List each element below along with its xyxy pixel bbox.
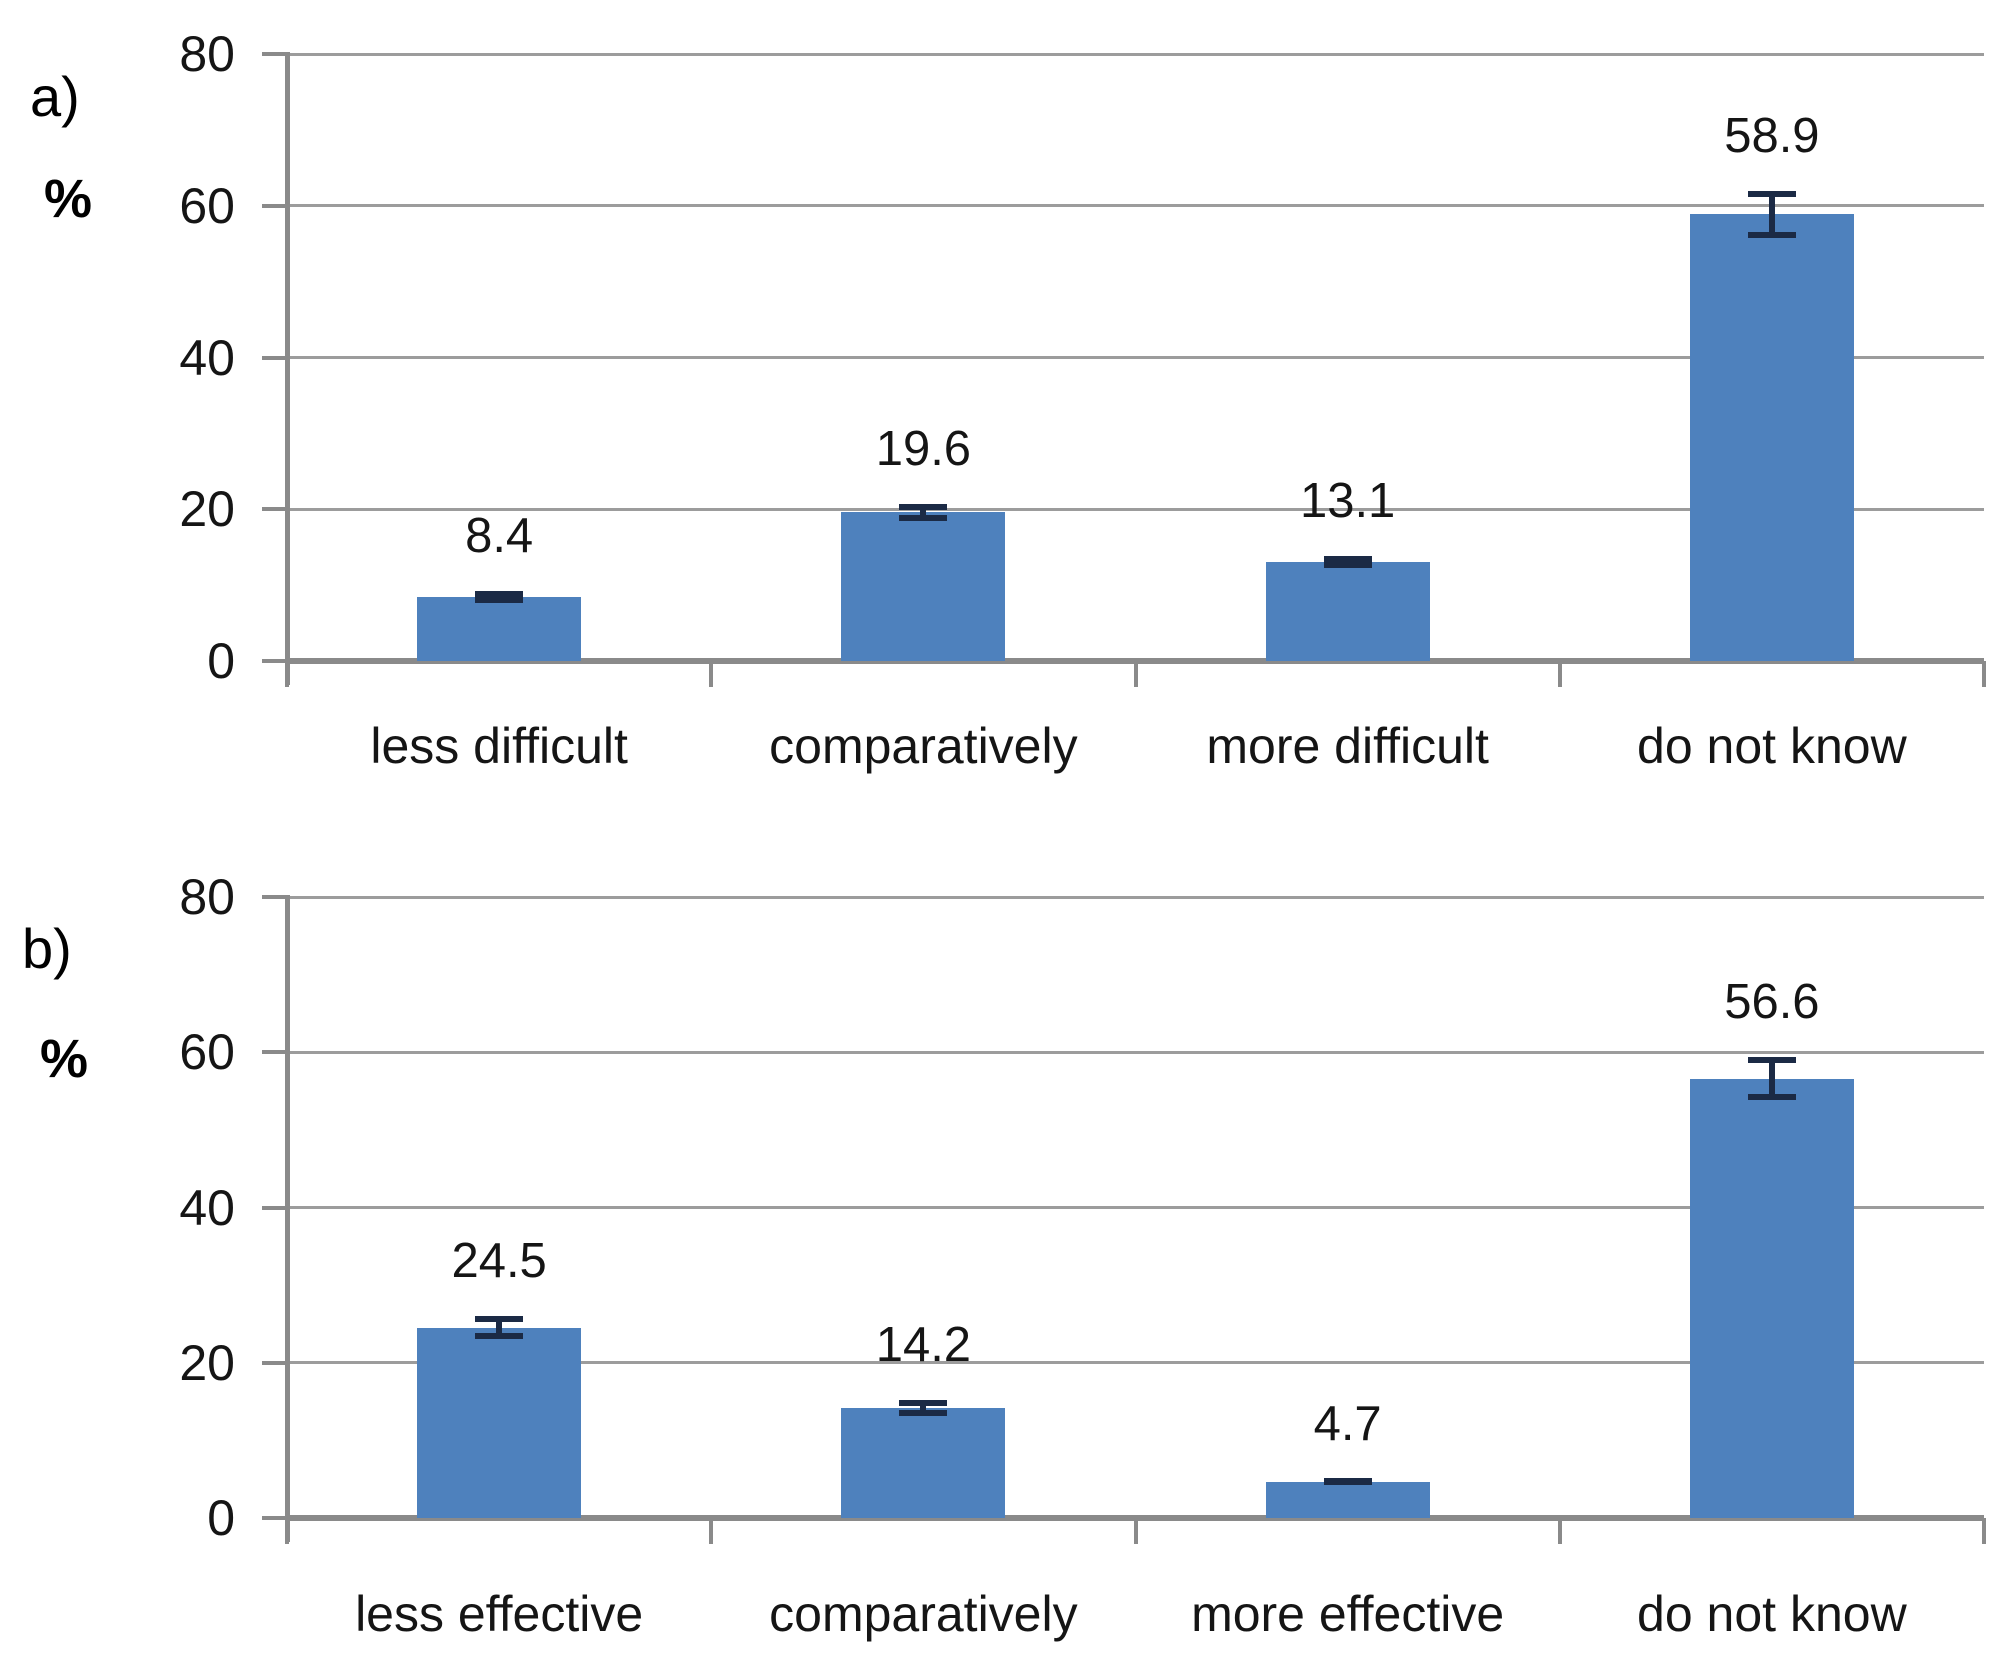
x-axis-tick	[285, 661, 289, 687]
y-tick-label: 0	[207, 1490, 235, 1546]
y-axis-tick	[262, 895, 287, 899]
error-bar-cap-bottom	[475, 1333, 524, 1340]
y-axis-tick	[262, 355, 287, 360]
category-label: comparatively	[769, 718, 1078, 774]
panel-b-label: b)	[22, 917, 72, 980]
error-bar-cap-top	[899, 1400, 948, 1406]
x-axis-tick	[709, 661, 714, 687]
gridline-60	[287, 204, 1984, 208]
y-tick-label: 40	[179, 1179, 235, 1236]
x-axis-tick	[1557, 1518, 1562, 1544]
error-bar-stem	[496, 1316, 503, 1340]
error-bar-stem	[920, 503, 927, 521]
y-axis-tick	[262, 52, 287, 56]
category-label: less difficult	[370, 718, 628, 774]
category-label: more effective	[1191, 1586, 1505, 1642]
x-axis-tick	[285, 1518, 289, 1544]
gridline-80	[287, 52, 1984, 56]
bar	[1265, 561, 1430, 661]
x-axis-tick	[1982, 661, 1986, 687]
error-bar-cap-bottom	[899, 514, 948, 521]
bar	[841, 1407, 1006, 1518]
bar-value-label: 4.7	[1313, 1397, 1382, 1452]
error-bar-cap-bottom	[1747, 231, 1796, 238]
error-bar-cap-bottom	[899, 1409, 948, 1416]
y-tick-label: 20	[179, 481, 235, 538]
x-axis-tick	[1557, 661, 1562, 687]
bar-value-label: 24.5	[451, 1234, 547, 1289]
error-bar-cap-top	[1747, 1056, 1796, 1063]
x-axis-tick	[1133, 661, 1138, 687]
bar	[841, 512, 1006, 661]
y-axis-tick	[262, 507, 287, 512]
x-axis-tick	[1133, 1518, 1138, 1544]
bar	[417, 1327, 582, 1518]
panel-a-y-axis-unit: %	[44, 169, 93, 229]
y-tick-label: 20	[179, 1334, 235, 1391]
error-bar-cap-bottom	[475, 597, 524, 604]
x-axis-tick	[709, 1518, 714, 1544]
y-axis-tick	[262, 1360, 287, 1365]
y-axis-tick	[262, 659, 287, 663]
gridline-20	[287, 507, 1984, 511]
panel-b-y-axis-unit: %	[40, 1029, 89, 1089]
error-bar-cap-bottom	[1323, 1477, 1372, 1484]
panel-a-label: a)	[30, 65, 80, 128]
x-axis-tick	[1982, 1518, 1986, 1544]
gridline-40	[287, 356, 1984, 359]
y-axis-line	[285, 895, 290, 1542]
bar	[1689, 214, 1854, 661]
category-label: do not know	[1637, 718, 1907, 774]
bar-value-label: 14.2	[875, 1318, 972, 1372]
error-bar-cap-top	[1323, 555, 1372, 562]
error-bar-cap-top	[475, 1316, 524, 1323]
bar-value-label: 19.6	[875, 421, 972, 476]
error-bar-stem	[496, 591, 503, 604]
error-bar-stem	[1344, 555, 1351, 568]
bar-value-label: 58.9	[1724, 108, 1820, 163]
error-bar-stem	[920, 1400, 927, 1416]
bar	[1265, 1481, 1430, 1518]
y-tick-label: 80	[179, 869, 235, 925]
bar-value-label: 8.4	[465, 509, 534, 564]
bar-value-label: 56.6	[1724, 974, 1820, 1029]
error-bar-cap-top	[899, 503, 948, 510]
error-bar-cap-bottom	[1323, 561, 1372, 568]
bar	[1689, 1078, 1854, 1518]
y-tick-label: 60	[179, 1024, 235, 1081]
bar	[417, 597, 582, 661]
error-bar-cap-top	[1747, 190, 1796, 197]
category-label: less effective	[355, 1586, 644, 1642]
error-bar-cap-top	[475, 591, 524, 598]
y-tick-label: 80	[179, 26, 235, 82]
error-bar-stem	[1768, 190, 1775, 238]
y-tick-label: 40	[179, 329, 235, 386]
category-label: more difficult	[1206, 718, 1489, 774]
gridline-60	[287, 1050, 1984, 1054]
error-bar-cap-bottom	[1747, 1094, 1796, 1101]
y-axis-tick	[262, 203, 287, 208]
category-label: comparatively	[769, 1586, 1078, 1642]
y-tick-label: 0	[207, 633, 235, 689]
y-axis-tick	[262, 1050, 287, 1055]
y-axis-tick	[262, 1205, 287, 1210]
gridline-80	[287, 895, 1984, 899]
category-label: do not know	[1637, 1586, 1907, 1642]
error-bar-stem	[1768, 1056, 1775, 1101]
gridline-20	[287, 1361, 1984, 1365]
gridline-40	[287, 1206, 1984, 1209]
y-axis-tick	[262, 1516, 287, 1520]
bar-value-label: 13.1	[1299, 473, 1396, 528]
y-tick-label: 60	[179, 177, 235, 234]
y-axis-line	[285, 52, 290, 685]
